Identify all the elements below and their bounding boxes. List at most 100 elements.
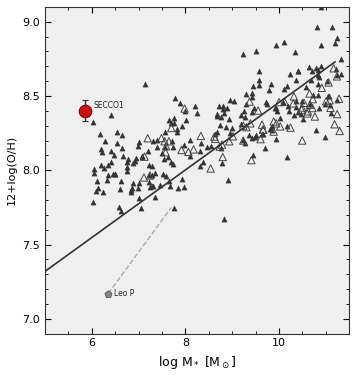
Point: [273, 105, 279, 111]
Point: [219, 160, 225, 166]
Point: [147, 184, 152, 190]
Point: [308, 77, 313, 83]
Point: [288, 125, 293, 131]
Point: [276, 99, 282, 105]
Point: [242, 114, 248, 120]
Point: [264, 101, 269, 107]
Point: [171, 205, 177, 211]
Point: [292, 112, 297, 118]
Point: [147, 172, 153, 178]
Point: [140, 153, 145, 159]
Point: [310, 105, 315, 111]
Point: [133, 155, 139, 161]
Point: [124, 159, 130, 165]
Point: [166, 117, 172, 123]
Point: [223, 124, 229, 130]
Point: [271, 119, 277, 125]
Point: [150, 183, 156, 189]
Point: [98, 163, 103, 169]
Point: [181, 142, 187, 148]
Point: [242, 140, 248, 146]
Point: [168, 183, 173, 189]
Point: [316, 105, 321, 111]
Point: [175, 184, 181, 191]
X-axis label: log M$_*$ [M$_\odot$]: log M$_*$ [M$_\odot$]: [158, 354, 236, 371]
Point: [325, 93, 331, 99]
Point: [162, 144, 168, 150]
Point: [257, 82, 262, 88]
Point: [299, 98, 305, 104]
Point: [256, 68, 261, 74]
Point: [319, 4, 324, 10]
Point: [295, 109, 301, 115]
Point: [150, 163, 155, 169]
Point: [334, 111, 340, 117]
Point: [185, 149, 191, 155]
Point: [171, 161, 176, 167]
Point: [338, 56, 344, 62]
Point: [322, 133, 328, 139]
Point: [110, 171, 116, 177]
Point: [323, 101, 328, 107]
Point: [255, 107, 261, 113]
Point: [238, 121, 244, 127]
Point: [147, 162, 152, 168]
Point: [307, 102, 313, 108]
Point: [307, 101, 313, 107]
Point: [132, 158, 138, 164]
Point: [112, 171, 117, 177]
Point: [117, 186, 122, 192]
Point: [163, 129, 168, 135]
Point: [175, 129, 180, 135]
Point: [336, 96, 342, 102]
Point: [194, 110, 200, 116]
Point: [149, 183, 155, 189]
Point: [159, 150, 165, 156]
Point: [307, 90, 312, 96]
Point: [145, 135, 151, 141]
Point: [312, 113, 318, 119]
Point: [290, 100, 296, 106]
Point: [299, 107, 304, 113]
Point: [216, 103, 222, 109]
Point: [105, 291, 111, 297]
Point: [329, 24, 335, 30]
Point: [184, 117, 189, 123]
Point: [303, 84, 309, 90]
Point: [135, 143, 141, 149]
Point: [315, 72, 321, 78]
Point: [272, 105, 278, 111]
Point: [260, 127, 266, 133]
Point: [115, 129, 120, 135]
Point: [274, 108, 279, 115]
Point: [227, 97, 233, 103]
Point: [261, 127, 266, 133]
Point: [313, 65, 319, 71]
Point: [253, 132, 259, 138]
Point: [112, 171, 118, 177]
Point: [126, 156, 131, 162]
Point: [170, 144, 176, 150]
Point: [163, 143, 169, 149]
Point: [240, 137, 246, 143]
Point: [259, 122, 265, 128]
Point: [293, 77, 299, 83]
Point: [226, 138, 232, 144]
Point: [109, 159, 114, 165]
Point: [208, 143, 214, 149]
Point: [187, 137, 193, 143]
Point: [282, 99, 287, 105]
Point: [136, 180, 142, 186]
Point: [91, 166, 97, 172]
Point: [315, 81, 321, 87]
Point: [214, 129, 219, 135]
Point: [227, 130, 233, 136]
Point: [301, 100, 307, 106]
Point: [249, 90, 255, 96]
Point: [305, 108, 311, 115]
Point: [200, 160, 206, 166]
Point: [99, 149, 105, 155]
Y-axis label: 12+log(O/H): 12+log(O/H): [7, 135, 17, 205]
Point: [247, 99, 252, 105]
Point: [136, 139, 141, 145]
